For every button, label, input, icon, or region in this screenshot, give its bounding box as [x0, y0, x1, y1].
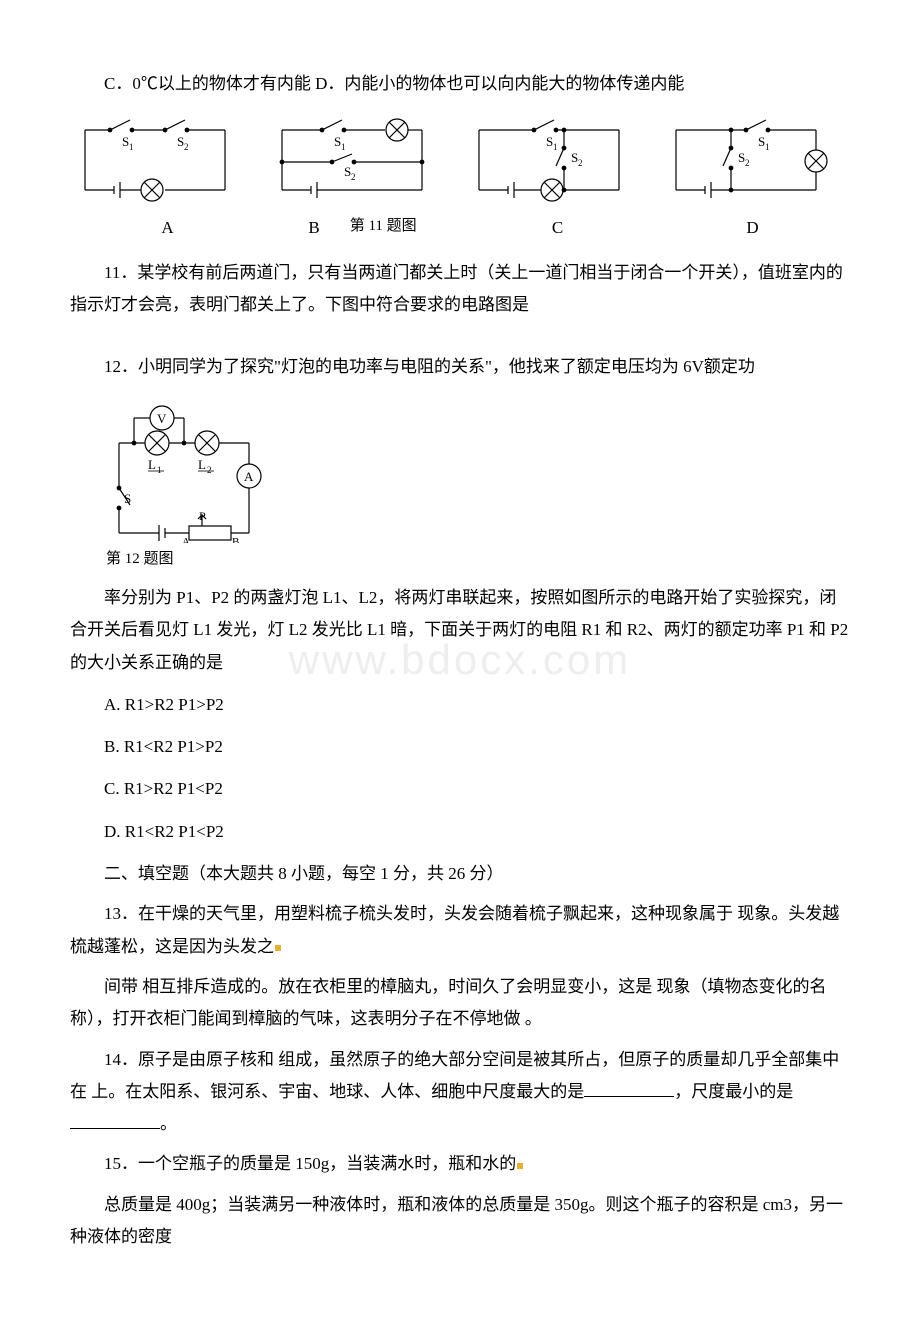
svg-text:V: V — [157, 411, 167, 426]
svg-text:2: 2 — [184, 142, 189, 152]
svg-text:L: L — [148, 457, 156, 472]
svg-text:P: P — [199, 509, 206, 523]
q14-post: 。 — [160, 1114, 177, 1133]
q12-opt-a: A. R1>R2 P1>P2 — [70, 689, 850, 721]
svg-text:A: A — [244, 469, 254, 484]
svg-text:2: 2 — [207, 465, 212, 475]
q12-opt-d: D. R1<R2 P1<P2 — [70, 816, 850, 848]
q12-caption: 第 12 题图 — [106, 545, 850, 574]
circuit-d: S 1 S 2 — [661, 110, 850, 210]
svg-text:2: 2 — [578, 158, 583, 168]
svg-text:S: S — [124, 491, 131, 506]
blank-1 — [584, 1079, 674, 1097]
q15-p1-text: 15．一个空瓶子的质量是 150g，当装满水时，瓶和水的 — [104, 1154, 516, 1173]
q12-opt-b: B. R1<R2 P1>P2 — [70, 731, 850, 763]
q15-p2: 总质量是 400g；当装满另一种液体时，瓶和液体的总质量是 350g。则这个瓶子… — [70, 1189, 850, 1254]
q14-mid: ，尺度最小的是 — [674, 1082, 793, 1101]
label-c: C — [460, 212, 655, 244]
q15-p1: 15．一个空瓶子的质量是 150g，当装满水时，瓶和水的 — [70, 1148, 850, 1180]
dot-icon — [275, 945, 281, 951]
q12-figure: V A L 1 L 2 S P A B — [104, 393, 850, 543]
q13-p2: 间带 相互排斥造成的。放在衣柜里的樟脑丸，时间久了会明显变小，这是 现象（填物态… — [70, 971, 850, 1036]
svg-text:2: 2 — [351, 172, 356, 182]
svg-text:B: B — [232, 536, 239, 543]
q12-opt-c: C. R1>R2 P1<P2 — [70, 773, 850, 805]
q12-cont: 率分别为 P1、P2 的两盏灯泡 L1、L2，将两灯串联起来，按照如图所示的电路… — [70, 582, 850, 679]
svg-text:1: 1 — [341, 142, 346, 152]
q13-p1-text: 13．在干燥的天气里，用塑料梳子梳头发时，头发会随着梳子飘起来，这种现象属于 现… — [70, 904, 839, 955]
label-d: D — [655, 212, 850, 244]
q14: 14．原子是由原子核和 组成，虽然原子的绝大部分空间是被其所占，但原子的质量却几… — [70, 1044, 850, 1141]
q12-intro: 12．小明同学为了探究"灯泡的电功率与电阻的关系"，他找来了额定电压均为 6V额… — [70, 351, 850, 383]
q10-options-cd: C．0℃以上的物体才有内能 D．内能小的物体也可以向内能大的物体传递内能 — [70, 68, 850, 100]
circuit-b: S 1 S 2 — [267, 110, 456, 210]
fig11-caption: 第 11 题图 — [350, 212, 417, 244]
section2-heading: 二、填空题（本大题共 8 小题，每空 1 分，共 26 分） — [70, 858, 850, 890]
fig11-labels: A B 第 11 题图 C D — [70, 212, 850, 244]
svg-text:1: 1 — [129, 142, 134, 152]
svg-text:A: A — [182, 536, 190, 543]
blank-2 — [70, 1111, 160, 1129]
svg-text:L: L — [198, 457, 206, 472]
label-b: B — [308, 212, 319, 244]
svg-text:2: 2 — [745, 158, 750, 168]
circuit-a: S 1 S 2 — [70, 110, 259, 210]
fig11-row: S 1 S 2 — [70, 110, 850, 210]
svg-text:1: 1 — [157, 465, 162, 475]
svg-text:1: 1 — [765, 142, 770, 152]
q13-p1: 13．在干燥的天气里，用塑料梳子梳头发时，头发会随着梳子飘起来，这种现象属于 现… — [70, 898, 850, 963]
svg-text:1: 1 — [553, 142, 558, 152]
q11-text: 11．某学校有前后两道门，只有当两道门都关上时（关上一道门相当于闭合一个开关），… — [70, 257, 850, 322]
label-a: A — [70, 212, 265, 244]
dot-icon-2 — [517, 1163, 523, 1169]
circuit-c: S 1 S 2 — [464, 110, 653, 210]
